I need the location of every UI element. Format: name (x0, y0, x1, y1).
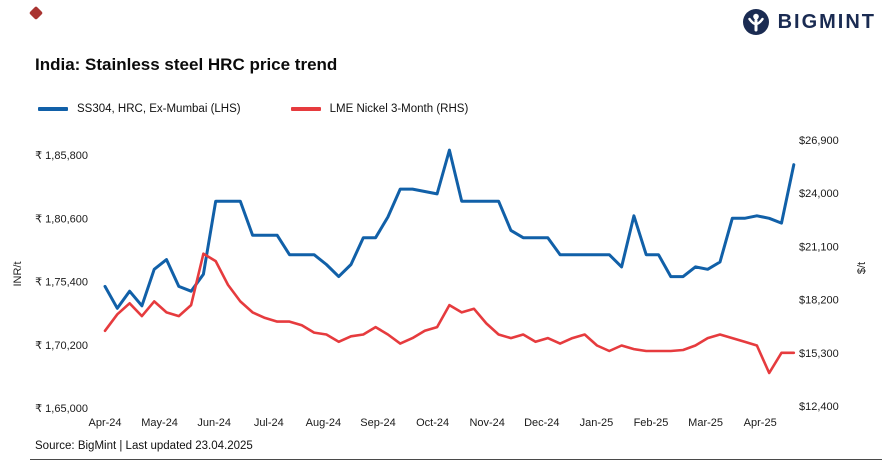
y-axis-right-label: $15,300 (799, 348, 839, 360)
price-trend-chart: ₹ 1,85,800 ₹ 1,80,600 ₹ 1,75,400 ₹ 1,70,200… (35, 135, 839, 429)
x-axis-label: Aug-24 (306, 417, 341, 429)
x-axis-label: Apr-24 (88, 417, 121, 429)
legend-label-nickel: LME Nickel 3-Month (RHS) (329, 103, 469, 115)
y-axis-left-label: ₹ 1,65,000 (35, 403, 88, 415)
legend-swatch-red (290, 107, 321, 111)
x-axis-label: Jan-25 (580, 417, 614, 429)
y-axis-right-label: $12,400 (799, 401, 839, 413)
legend-label-ss304: SS304, HRC, Ex-Mumbai (LHS) (77, 103, 241, 115)
y-axis-right-label: $21,100 (799, 241, 839, 253)
x-axis-label: Jun-24 (197, 417, 231, 429)
bigmint-logo: BIGMINT (742, 8, 876, 36)
y-axis-left-label: ₹ 1,80,600 (35, 213, 88, 225)
legend-item-nickel: LME Nickel 3-Month (RHS) (290, 103, 469, 115)
y-axis-left-label: ₹ 1,85,800 (35, 150, 88, 162)
brand-mark-icon (28, 5, 44, 21)
x-axis-label: Nov-24 (469, 417, 504, 429)
x-axis-label: Apr-25 (744, 417, 777, 429)
bigmint-logo-icon (742, 9, 769, 35)
y-axis-left-label: ₹ 1,70,200 (35, 340, 88, 352)
source-note: Source: BigMint | Last updated 23.04.202… (35, 440, 253, 452)
x-axis-label: Sep-24 (360, 417, 395, 429)
y-axis-right-label: $26,900 (799, 135, 839, 147)
chart-legend: SS304, HRC, Ex-Mumbai (LHS) LME Nickel 3… (38, 103, 468, 115)
bigmint-logo-text: BIGMINT (777, 10, 876, 33)
x-axis-label: Oct-24 (416, 417, 449, 429)
y-axis-right-label: $24,000 (799, 188, 839, 200)
x-axis-label: Jul-24 (254, 417, 284, 429)
series-line-right (103, 252, 796, 375)
x-axis-label: May-24 (141, 417, 178, 429)
y-axis-left-label: ₹ 1,75,400 (35, 277, 88, 289)
bottom-divider (30, 459, 882, 460)
y-axis-right-label: $18,200 (799, 295, 839, 307)
series-line-left (103, 148, 796, 310)
page-title: India: Stainless steel HRC price trend (35, 55, 338, 74)
x-axis-label: Feb-25 (634, 417, 669, 429)
x-axis-label: Mar-25 (688, 417, 723, 429)
legend-item-ss304: SS304, HRC, Ex-Mumbai (LHS) (38, 103, 241, 115)
x-axis-label: Dec-24 (524, 417, 559, 429)
legend-swatch-blue (38, 107, 68, 111)
